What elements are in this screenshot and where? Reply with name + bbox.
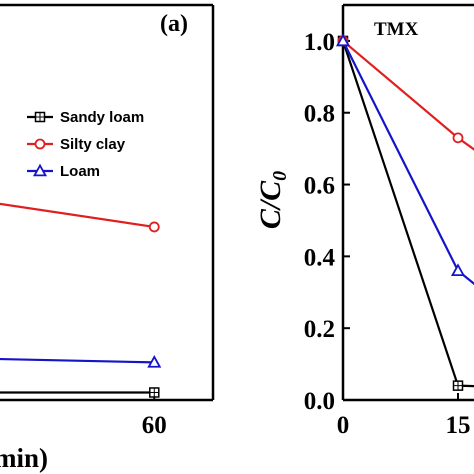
left-point-loam-2 [147, 355, 162, 368]
right-series-line-loam [342, 40, 474, 286]
right-y-tick-label-2: 0.4 [304, 244, 336, 271]
legend: Sandy loam Silty clay Loam [27, 109, 144, 180]
right-y-tick-label-4: 0.8 [304, 101, 335, 128]
right-point-loam-0 [335, 33, 351, 47]
right-y-tick-label-3: 0.6 [304, 173, 335, 200]
right-y-tick-label-1: 0.2 [304, 316, 335, 343]
right-point-loam-1 [450, 263, 466, 277]
right-y-tick-label-0: 0.0 [304, 388, 335, 415]
left-series-line-sandy-loam [0, 391, 155, 394]
legend-label-sandy-loam: Sandy loam [60, 109, 144, 126]
right-point-sandy-loam-1 [452, 380, 464, 391]
right-point-silty-clay-1 [452, 132, 464, 144]
right-y-tick-label-5: 1.0 [304, 29, 335, 56]
right-chart-panel: TMX C/C0 0 150.00.20.40.60.81.0 [254, 3, 474, 439]
right-x-tick-label-15: 15 [446, 412, 471, 439]
right-series-layer [335, 33, 474, 391]
left-point-silty-clay-2 [148, 221, 160, 233]
right-y-axis-label: C/C0 [254, 171, 291, 229]
right-y-axis-label-main: C/C [254, 180, 287, 229]
legend-marker-sandy-loam [34, 111, 46, 123]
left-series-layer [0, 202, 162, 398]
left-series-line-loam [0, 357, 155, 364]
legend-label-loam: Loam [60, 163, 100, 180]
right-series-line-sandy-loam [341, 40, 474, 388]
left-x-tick-label-60: 60 [142, 412, 167, 439]
right-series-line-silty-clay [342, 40, 474, 151]
right-chart-title: TMX [374, 19, 419, 40]
right-y-axis-label-subscript: 0 [269, 171, 291, 181]
right-axis-ticks: 0 15 0.0 0.2 0.4 0.6 0.8 1.0 [304, 29, 471, 439]
panel-label-a: (a) [160, 11, 188, 37]
legend-marker-silty-clay [34, 138, 46, 150]
left-x-axis-label: min) [0, 443, 48, 473]
legend-marker-loam [32, 163, 48, 177]
left-point-sandy-loam-2 [149, 387, 160, 398]
left-series-line-silty-clay [0, 202, 155, 229]
legend-label-silty-clay: Silty clay [60, 136, 126, 153]
right-x-tick-label-0: 0 [337, 412, 350, 439]
